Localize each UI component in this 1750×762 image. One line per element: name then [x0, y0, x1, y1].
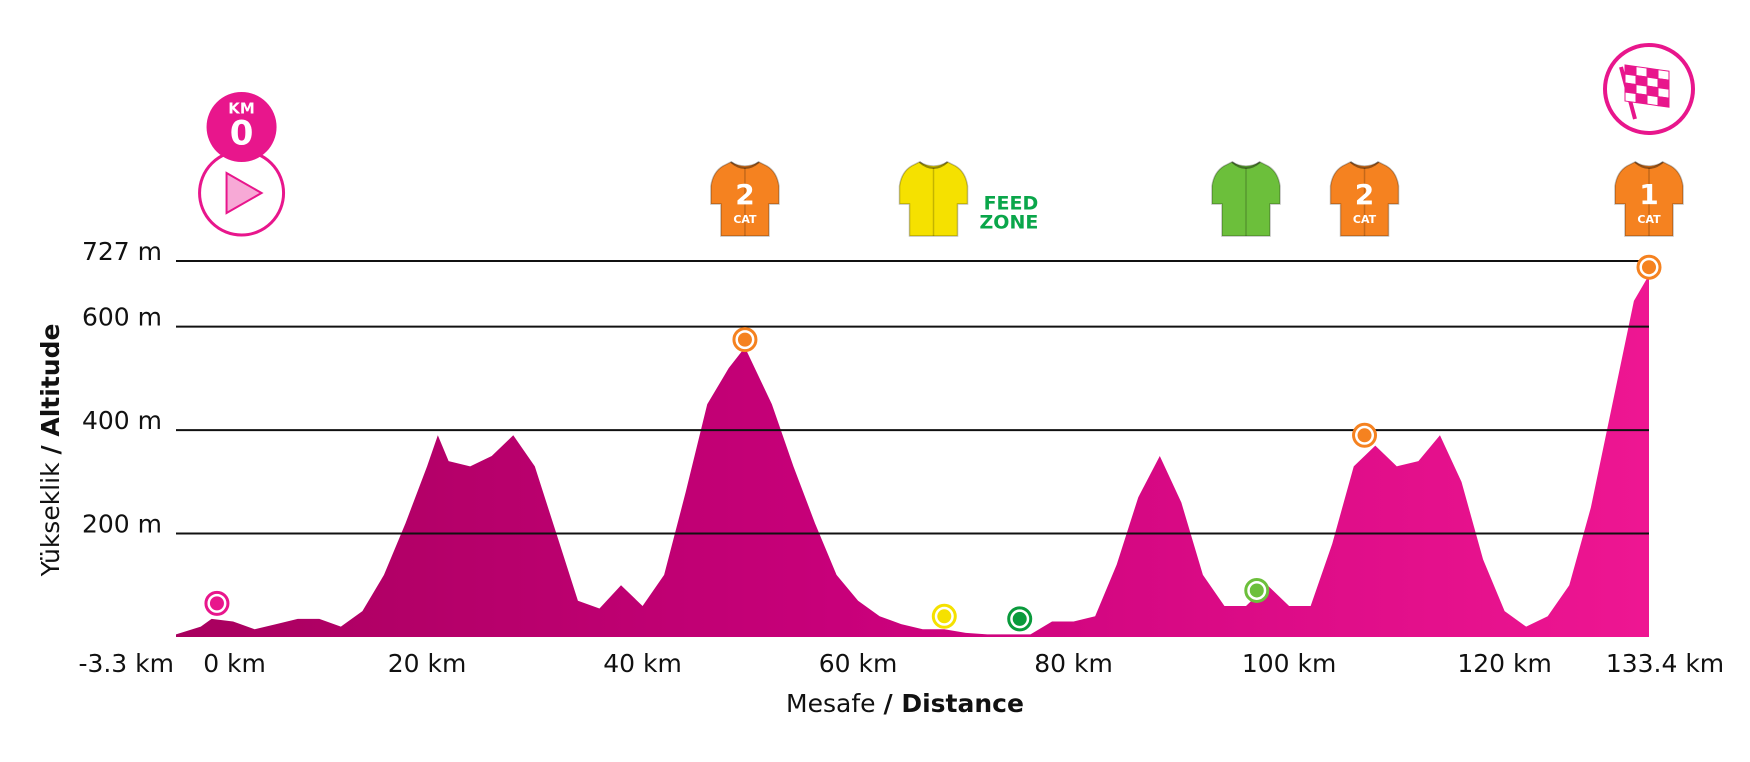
- x-tick-label: -3.3 km: [78, 649, 174, 678]
- point-marker: [1249, 583, 1264, 598]
- jersey-category: CAT: [1637, 213, 1661, 226]
- jersey-body: [1211, 161, 1281, 237]
- jersey: [898, 161, 969, 237]
- x-axis-title-part: Mesafe: [786, 689, 875, 718]
- point-marker: [209, 596, 224, 611]
- jersey-number: 2: [1355, 178, 1374, 211]
- jersey-body: [710, 161, 780, 237]
- point-marker: [1012, 611, 1027, 626]
- jersey-number: 2: [735, 178, 754, 211]
- jersey-collar: [1231, 161, 1261, 169]
- jersey-body: [1614, 161, 1684, 237]
- x-tick-label: 120 km: [1457, 649, 1552, 678]
- jersey: 2 CAT: [710, 161, 780, 237]
- jersey-number: 1: [1639, 178, 1658, 211]
- point-marker: [937, 609, 952, 624]
- y-tick-label: 600 m: [82, 303, 162, 332]
- feed-zone-label: ZONE: [980, 212, 1039, 234]
- x-tick-label: 80 km: [1034, 649, 1113, 678]
- km0-num: 0: [230, 114, 254, 154]
- jersey-collar: [1349, 161, 1380, 169]
- x-axis-title-bold: / Distance: [884, 689, 1024, 718]
- km0-top: KM: [228, 100, 255, 118]
- start-play: [225, 171, 264, 215]
- flag-square: [1624, 91, 1637, 104]
- finish-flag: [1624, 64, 1670, 108]
- y-tick-label: 727 m: [82, 237, 162, 266]
- y-tick-label: 200 m: [82, 510, 162, 539]
- jersey-collar: [1634, 161, 1664, 169]
- point-marker: [1642, 260, 1656, 275]
- flag-square: [1635, 92, 1648, 105]
- jersey-category: CAT: [733, 213, 757, 226]
- x-tick-label: 20 km: [388, 649, 467, 678]
- point-marker: [737, 332, 752, 347]
- jersey-body: [1329, 161, 1400, 237]
- jersey: [1211, 161, 1281, 237]
- x-tick-label: 60 km: [819, 649, 898, 678]
- km0-badge: [206, 92, 277, 162]
- x-tick-label: 100 km: [1242, 649, 1337, 678]
- x-axis-title: Mesafe / Distance: [786, 689, 1024, 718]
- jersey: 1 CAT: [1614, 161, 1684, 237]
- x-tick-label: 40 km: [603, 649, 682, 678]
- flag-square: [1646, 94, 1659, 107]
- y-axis-title-part: Yükseklik: [36, 462, 65, 577]
- jersey-body: [898, 161, 969, 237]
- jersey-collar: [730, 161, 760, 169]
- jersey-category: CAT: [1353, 213, 1377, 226]
- x-tick-label: 133.4 km: [1606, 649, 1724, 678]
- jersey-collar: [918, 161, 949, 169]
- jersey: 2 CAT: [1329, 161, 1400, 237]
- point-marker: [1357, 428, 1372, 443]
- y-tick-label: 400 m: [82, 406, 162, 435]
- y-axis-title-bold: / Altitude: [36, 324, 65, 455]
- feed-zone-label: FEED: [984, 193, 1039, 215]
- x-tick-label: 0 km: [203, 649, 266, 678]
- y-axis-title: Yükseklik / Altitude: [36, 324, 65, 578]
- elevation-area: [176, 274, 1649, 637]
- flag-square: [1657, 96, 1670, 108]
